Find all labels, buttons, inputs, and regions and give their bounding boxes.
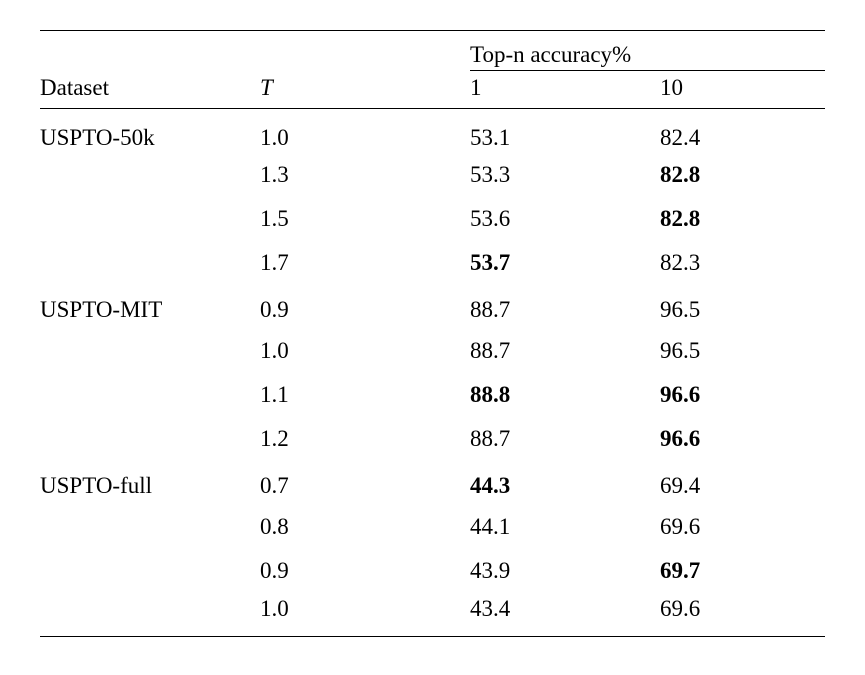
cell-t: 1.2	[260, 417, 470, 461]
cell-dataset	[40, 241, 260, 285]
cell-top1: 53.3	[470, 153, 660, 197]
accuracy-table: Top-n accuracy% Dataset T 1 10 USPTO-50k…	[40, 30, 825, 637]
table-row: 0.844.169.6	[40, 505, 825, 549]
cell-top1: 53.1	[470, 109, 660, 153]
table-row: USPTO-50k1.053.182.4	[40, 109, 825, 153]
header-top1: 1	[470, 71, 660, 109]
header-spanner: Top-n accuracy%	[470, 31, 825, 71]
cell-t: 0.9	[260, 549, 470, 593]
cell-top1: 88.8	[470, 373, 660, 417]
cell-top10: 82.8	[660, 153, 825, 197]
table-row: USPTO-MIT0.988.796.5	[40, 285, 825, 329]
cell-top1: 44.3	[470, 461, 660, 505]
header-t: T	[260, 71, 470, 109]
cell-top10: 96.5	[660, 285, 825, 329]
table-row: 1.753.782.3	[40, 241, 825, 285]
table-row: 1.553.682.8	[40, 197, 825, 241]
header-t-blank	[260, 31, 470, 71]
cell-top1: 44.1	[470, 505, 660, 549]
cell-t: 0.8	[260, 505, 470, 549]
table-row: 1.188.896.6	[40, 373, 825, 417]
cell-t: 1.0	[260, 329, 470, 373]
cell-top10: 96.5	[660, 329, 825, 373]
header-top10: 10	[660, 71, 825, 109]
table-body: USPTO-50k1.053.182.41.353.382.81.553.682…	[40, 109, 825, 637]
cell-t: 0.9	[260, 285, 470, 329]
cell-top10: 69.7	[660, 549, 825, 593]
table-row: 1.288.796.6	[40, 417, 825, 461]
cell-top10: 69.6	[660, 505, 825, 549]
cell-dataset	[40, 373, 260, 417]
cell-top1: 88.7	[470, 417, 660, 461]
cell-top1: 88.7	[470, 329, 660, 373]
table-row: 1.353.382.8	[40, 153, 825, 197]
cell-top1: 43.4	[470, 593, 660, 637]
table-header: Top-n accuracy% Dataset T 1 10	[40, 31, 825, 109]
cell-top10: 96.6	[660, 417, 825, 461]
table-row: 0.943.969.7	[40, 549, 825, 593]
cell-dataset: USPTO-full	[40, 461, 260, 505]
cell-t: 1.1	[260, 373, 470, 417]
cell-dataset	[40, 197, 260, 241]
table-row: 1.088.796.5	[40, 329, 825, 373]
cell-top10: 96.6	[660, 373, 825, 417]
cell-dataset: USPTO-MIT	[40, 285, 260, 329]
cell-top1: 88.7	[470, 285, 660, 329]
cell-t: 0.7	[260, 461, 470, 505]
cell-top10: 82.4	[660, 109, 825, 153]
cell-dataset	[40, 153, 260, 197]
accuracy-table-wrapper: Top-n accuracy% Dataset T 1 10 USPTO-50k…	[40, 30, 825, 637]
cell-t: 1.0	[260, 593, 470, 637]
cell-t: 1.7	[260, 241, 470, 285]
cell-top1: 43.9	[470, 549, 660, 593]
table-row: 1.043.469.6	[40, 593, 825, 637]
table-row: USPTO-full0.744.369.4	[40, 461, 825, 505]
cell-dataset	[40, 329, 260, 373]
cell-dataset	[40, 417, 260, 461]
cell-dataset	[40, 505, 260, 549]
cell-dataset: USPTO-50k	[40, 109, 260, 153]
cell-top10: 69.6	[660, 593, 825, 637]
cell-dataset	[40, 549, 260, 593]
cell-top1: 53.7	[470, 241, 660, 285]
header-dataset: Dataset	[40, 71, 260, 109]
cell-top10: 69.4	[660, 461, 825, 505]
cell-top10: 82.3	[660, 241, 825, 285]
cell-t: 1.0	[260, 109, 470, 153]
cell-t: 1.3	[260, 153, 470, 197]
cell-t: 1.5	[260, 197, 470, 241]
cell-top10: 82.8	[660, 197, 825, 241]
cell-top1: 53.6	[470, 197, 660, 241]
cell-dataset	[40, 593, 260, 637]
header-dataset-blank	[40, 31, 260, 71]
